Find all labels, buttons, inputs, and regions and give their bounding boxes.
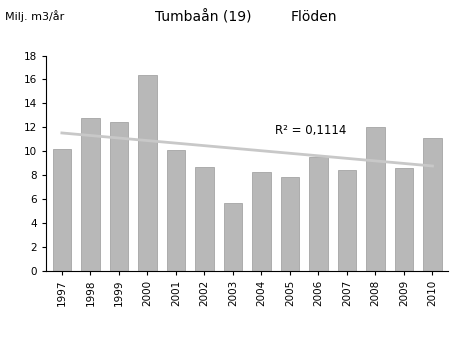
Text: R² = 0,1114: R² = 0,1114 <box>275 124 346 137</box>
Bar <box>338 170 356 271</box>
Bar <box>252 172 271 271</box>
Bar <box>109 122 128 271</box>
Bar <box>224 203 242 271</box>
Bar <box>366 127 385 271</box>
Text: Flöden: Flöden <box>291 10 337 24</box>
Bar <box>81 118 100 271</box>
Bar <box>53 149 71 271</box>
Text: Milj. m3/år: Milj. m3/år <box>5 10 64 22</box>
Bar <box>280 177 299 271</box>
Bar <box>138 75 157 271</box>
Bar <box>423 138 442 271</box>
Bar <box>395 168 413 271</box>
Bar <box>195 167 213 271</box>
Text: Tumbaån (19): Tumbaån (19) <box>155 10 251 25</box>
Bar <box>167 150 185 271</box>
Bar <box>309 157 328 271</box>
